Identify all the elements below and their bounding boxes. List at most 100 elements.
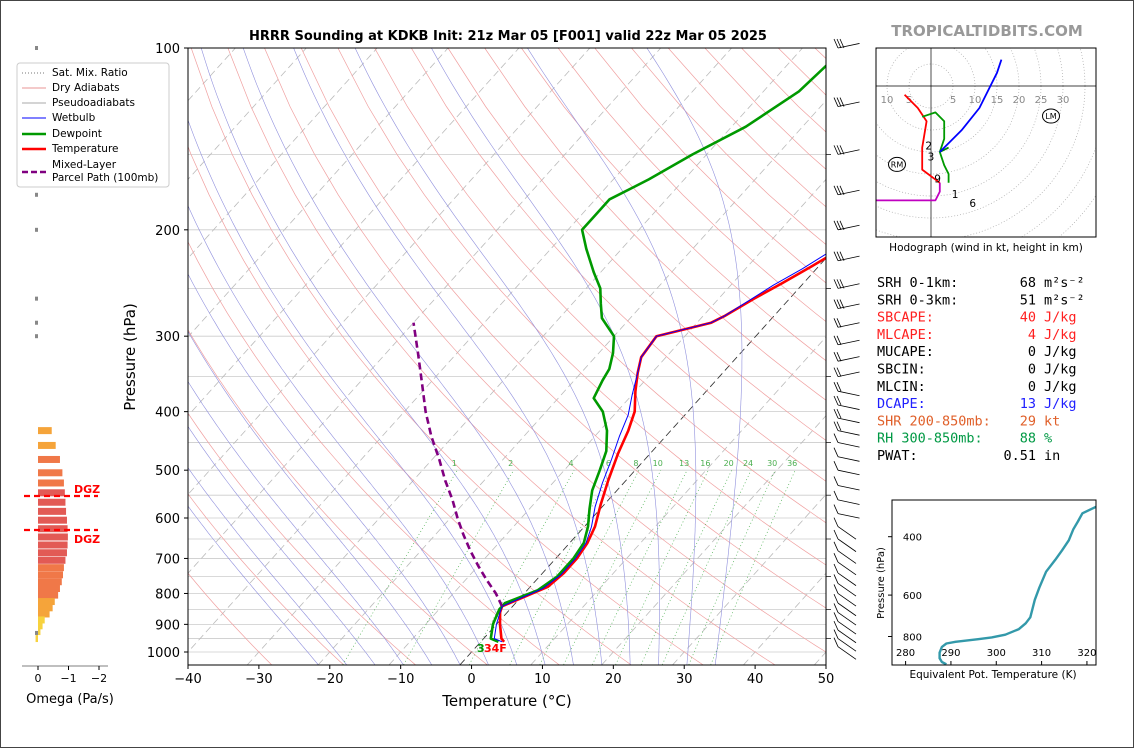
wind-barb <box>833 637 857 660</box>
barb-shaft <box>837 526 857 540</box>
dry-adiabat <box>484 48 826 401</box>
barb-flag <box>839 38 845 49</box>
omega-tick-label: −2 <box>91 672 107 685</box>
storm-motion-label: RM <box>891 160 904 169</box>
moist-adiabat <box>354 48 631 665</box>
omega-bar <box>38 604 53 612</box>
chart-title: HRRR Sounding at KDKB Init: 21z Mar 05 [… <box>249 29 767 44</box>
dry-adiabat <box>300 48 826 609</box>
barb-flag <box>833 145 839 155</box>
mixing-ratio-line <box>591 470 688 665</box>
storm-motion-label: LM <box>1045 112 1056 121</box>
omega-tick-label: −1 <box>60 672 76 685</box>
barb-flag <box>839 299 845 309</box>
hodo-ring-label: 20 <box>1013 95 1026 106</box>
barb-flag <box>839 97 845 107</box>
barb-shaft <box>837 572 857 586</box>
theta-x-tick-label: 300 <box>987 648 1006 659</box>
barb-flag <box>833 279 839 289</box>
barb-shaft <box>837 404 860 410</box>
theta-y-tick-label: 400 <box>903 533 922 544</box>
theta-y-tick-label: 800 <box>903 633 922 644</box>
omega-tick-label: 0 <box>35 672 42 685</box>
index-value: 51 <box>1020 292 1036 308</box>
y-tick-label: 900 <box>155 618 180 633</box>
hodo-segment <box>876 182 941 202</box>
omega-bar <box>38 610 50 618</box>
isotherm--10 <box>388 178 826 665</box>
index-unit: m²s⁻² <box>1044 292 1085 308</box>
x-tick-label: −30 <box>245 672 272 687</box>
barb-shaft <box>837 593 857 607</box>
hodograph-panel: 10 5 5 10 15 20 25 30 1 23 6 9 RM LM Hodograph (wind… <box>875 47 1097 254</box>
barb-shaft <box>837 322 860 328</box>
omega-label: Omega (Pa/s) <box>26 692 114 707</box>
barb-flag <box>833 563 839 574</box>
barb-flag <box>836 395 842 406</box>
wind-barb <box>833 584 857 607</box>
mixing-ratio-label: 10 <box>653 459 663 468</box>
barb-flag <box>833 504 839 514</box>
barb-shaft <box>837 456 860 462</box>
index-unit: J/kg <box>1044 344 1077 360</box>
wind-barb <box>833 476 860 491</box>
barb-shaft <box>837 513 860 519</box>
index-value: 0.51 <box>1003 448 1036 464</box>
dry-adiabat <box>188 572 272 665</box>
wind-barb <box>833 461 860 476</box>
barb-flag <box>833 352 839 362</box>
theta-e-frame <box>891 499 1097 666</box>
omega-bar <box>38 578 62 586</box>
dewpoint-line <box>489 64 826 643</box>
wind-barbs <box>833 38 860 660</box>
barb-flag <box>836 421 842 431</box>
hodo-ring-label: 30 <box>1057 95 1070 106</box>
isotherm-30 <box>672 493 826 665</box>
barb-flag <box>833 574 839 584</box>
barb-flag <box>833 541 839 551</box>
y-tick-label: 400 <box>155 406 180 421</box>
barb-flag <box>833 220 839 230</box>
omega-stub <box>35 296 38 301</box>
omega-stub <box>35 192 38 197</box>
isotherm-50 <box>814 651 826 665</box>
barb-flag <box>833 476 839 486</box>
dry-adiabat <box>521 48 826 362</box>
wind-barb <box>833 552 857 576</box>
barb-flag <box>836 367 842 377</box>
mixing-ratio-line <box>403 470 514 665</box>
wind-barb <box>833 97 860 107</box>
barb-shaft <box>837 561 857 576</box>
legend-label-moist: Pseudoadiabats <box>52 97 135 109</box>
wind-barb <box>833 620 857 644</box>
barb-shaft <box>837 101 860 107</box>
mixing-ratio-label: 8 <box>633 459 638 468</box>
omega-stub <box>35 46 38 50</box>
moist-adiabat <box>188 273 461 665</box>
wind-barb <box>833 504 860 519</box>
barb-shaft <box>837 189 860 196</box>
wind-barb <box>833 318 860 328</box>
barb-shaft <box>837 442 860 448</box>
mixing-ratio-label: 24 <box>743 459 753 468</box>
index-label: SBCIN: <box>877 362 926 378</box>
watermark: TROPICALTIDBITS.COM <box>891 22 1083 40</box>
barb-shaft <box>837 583 857 597</box>
wind-barb <box>833 251 860 262</box>
barb-flag <box>836 382 842 392</box>
index-label: PWAT: <box>877 448 918 464</box>
hodo-height-label: 3 <box>928 152 935 164</box>
barb-flag <box>833 603 839 613</box>
isotherm--50 <box>188 48 662 574</box>
index-unit: J/kg <box>1044 379 1077 395</box>
storm-motion-marker <box>888 156 906 172</box>
omega-bar <box>38 516 67 524</box>
barb-shaft <box>837 646 857 660</box>
barb-flag <box>833 299 839 309</box>
barb-flag <box>833 517 839 527</box>
index-label: DCAPE: <box>877 396 926 412</box>
x-tick-label: −10 <box>387 672 414 687</box>
legend-label-parcel-1: Mixed-Layer <box>52 159 117 171</box>
barb-shaft <box>837 469 860 476</box>
